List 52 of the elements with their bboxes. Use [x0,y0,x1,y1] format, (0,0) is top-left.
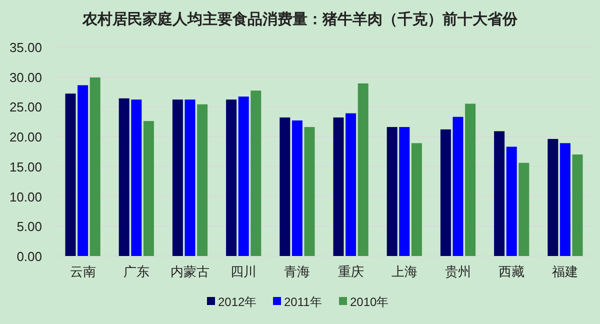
bar [184,100,196,256]
bar [399,127,410,256]
bar [346,113,356,256]
y-tick-label: 0.00 [16,249,42,264]
x-tick-label: 广东 [123,264,150,279]
y-tick-label: 20.00 [9,130,42,145]
bar [465,104,476,256]
bar [292,120,302,256]
x-tick-label: 西藏 [498,264,525,279]
bar [304,127,315,256]
y-tick-label: 5.00 [16,219,42,234]
y-tick-label: 25.00 [9,100,42,115]
x-tick-label: 内蒙古 [170,264,210,279]
y-tick-label: 30.00 [9,70,42,85]
x-tick-label: 重庆 [338,264,364,279]
bar [90,77,100,256]
x-tick-label: 贵州 [445,264,471,279]
bar [506,146,517,256]
bar [118,98,130,256]
bar [65,94,76,256]
bar [78,85,88,256]
bar [358,83,368,256]
bar [238,96,249,256]
bar [452,116,464,256]
x-tick-label: 上海 [391,264,418,279]
bar [494,131,505,256]
bar [197,104,208,256]
x-tick-label: 云南 [70,264,96,279]
bar [250,90,262,256]
legend-label: 2012年 [218,295,257,309]
legend-label: 2010年 [350,295,389,309]
chart-title: 农村居民家庭人均主要食品消费量：猪牛羊肉（千克）前十大省份 [82,10,518,28]
y-tick-label: 35.00 [9,40,42,55]
bar [226,100,237,256]
x-tick-label: 四川 [230,264,257,279]
bar [131,100,142,256]
bar [172,100,183,256]
bar [386,127,398,256]
y-tick-label: 15.00 [9,159,42,174]
bar [518,162,530,256]
bar [333,117,344,256]
x-tick-label: 青海 [284,264,310,279]
bar [411,143,422,256]
bar [548,138,558,256]
bar [572,154,583,256]
x-tick-label: 福建 [552,264,578,279]
legend-label: 2011年 [284,295,322,309]
y-tick-label: 10.00 [9,189,42,204]
bar [440,129,451,256]
bar [143,121,154,256]
bar [280,117,290,256]
bar [560,143,570,256]
